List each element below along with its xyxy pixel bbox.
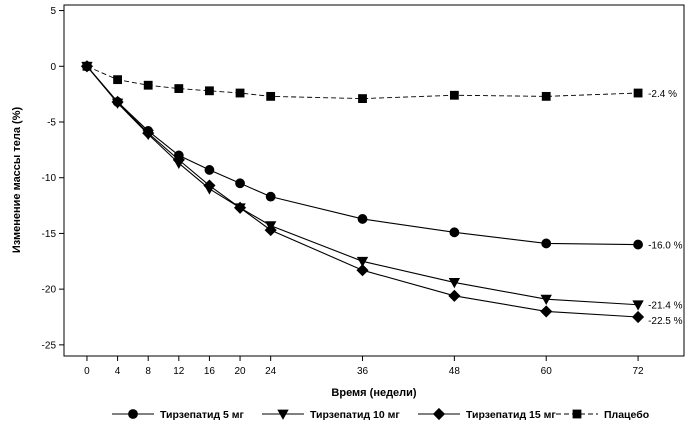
x-tick-label: 48: [449, 366, 461, 377]
series-end-label: -16.0 %: [648, 241, 683, 252]
legend-label: Тирзепатид 10 мг: [310, 409, 400, 421]
y-axis: 5 0 -5 -10 -15 -20 -25: [42, 6, 64, 351]
weight-change-line-chart: 50-5-10-15-20-25 0 4 8 12 16 20 24 36 48 60 72 -16…: [0, 0, 700, 432]
y-tick-label: -25: [42, 340, 57, 351]
data-point-marker: [267, 92, 275, 100]
legend-item-2: Тирзепатид 10 мг: [262, 409, 400, 421]
data-point-marker: [449, 290, 460, 301]
data-point-marker: [357, 265, 368, 276]
legend-label: Плацебо: [604, 409, 649, 421]
series-end-label: -21.4 %: [648, 301, 683, 312]
data-point-marker: [633, 312, 644, 323]
x-tick-label: 12: [173, 366, 185, 377]
x-tick-label: 0: [84, 366, 90, 377]
y-tick-label: -10: [42, 173, 57, 184]
x-tick-label: 60: [541, 366, 553, 377]
y-tick-label: 0: [50, 62, 56, 73]
data-point-marker: [114, 76, 122, 84]
legend-item-3: Тирзепатид 15 мг: [418, 409, 556, 422]
y-tick-label: -5: [47, 118, 56, 129]
x-tick-label: 8: [145, 366, 151, 377]
chart-container: 5 0 -5 -10 -15 -20 -25 0 4 8 12 16 20 24 36 48 60 72 -16…: [0, 0, 700, 432]
y-tick-label: -20: [42, 285, 57, 296]
x-tick-label: 36: [357, 366, 369, 377]
data-point-marker: [634, 240, 643, 249]
legend: Тирзепатид 5 мг Тирзепатид 10 мг Тирзепати…: [112, 409, 649, 422]
data-point-marker: [634, 89, 642, 97]
data-point-marker: [265, 225, 276, 236]
x-axis: 0 4 8 12 16 20 24 36 48 60 72: [84, 356, 644, 377]
plot-area-frame: [64, 5, 684, 356]
data-point-marker: [144, 81, 152, 89]
series-4: [83, 62, 642, 102]
data-point-marker: [205, 165, 214, 174]
series-end-label: -2.4 %: [648, 89, 677, 100]
data-point-marker: [205, 87, 213, 95]
end-labels: -16.0 % -21.4 % -22.5 % -2.4 %: [648, 89, 683, 327]
data-point-marker: [236, 89, 244, 97]
series-line: [87, 66, 638, 98]
legend-marker: [573, 410, 581, 418]
data-point-marker: [542, 239, 551, 248]
y-axis-title: Изменение массы тела (%): [11, 107, 23, 254]
legend-label: Тирзепатид 15 мг: [466, 409, 556, 421]
series-end-label: -22.5 %: [648, 316, 683, 327]
data-point-marker: [266, 192, 275, 201]
data-point-marker: [450, 91, 458, 99]
x-tick-label: 4: [115, 366, 121, 377]
x-axis-title: Время (недели): [331, 387, 417, 399]
data-point-marker: [359, 95, 367, 103]
x-tick-label: 72: [633, 366, 645, 377]
y-tick-label: 5: [50, 6, 56, 17]
x-tick-label: 16: [204, 366, 216, 377]
data-point-marker: [541, 306, 552, 317]
data-point-marker: [633, 301, 643, 310]
data-point-marker: [175, 85, 183, 93]
y-tick-label: -15: [42, 229, 57, 240]
legend-marker: [129, 410, 138, 419]
x-tick-label: 20: [234, 366, 246, 377]
data-point-marker: [236, 179, 245, 188]
series-line: [87, 66, 638, 317]
legend-item-4: Плацебо: [556, 409, 649, 421]
x-tick-label: 24: [265, 366, 277, 377]
legend-item-1: Тирзепатид 5 мг: [112, 409, 245, 421]
data-point-marker: [83, 62, 91, 70]
data-point-marker: [450, 228, 459, 237]
legend-marker: [434, 409, 445, 420]
series-1: [82, 62, 642, 249]
data-point-marker: [542, 92, 550, 100]
legend-label: Тирзепатид 5 мг: [160, 409, 245, 421]
data-point-marker: [358, 214, 367, 223]
series-layer: [81, 61, 643, 323]
